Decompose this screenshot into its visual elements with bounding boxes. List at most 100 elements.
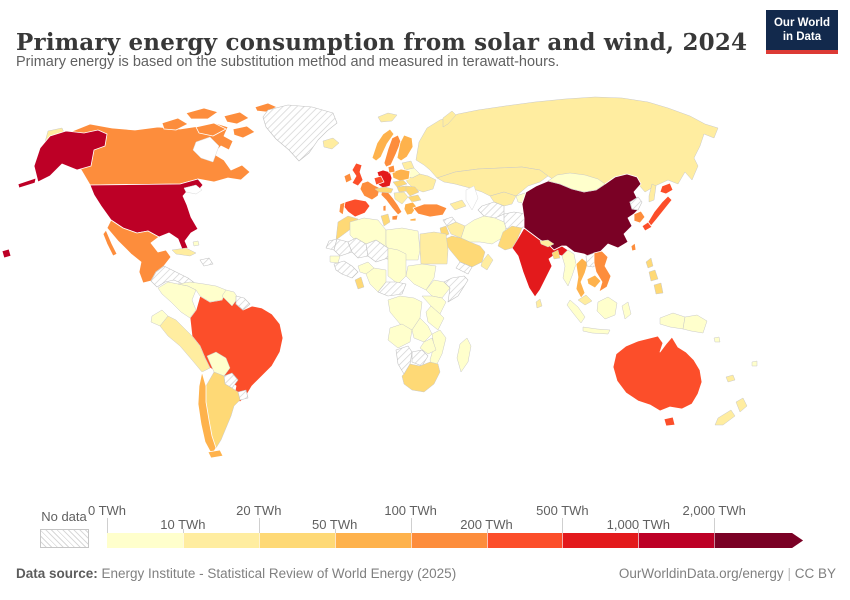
country-usa-hawaii[interactable] xyxy=(1,248,12,259)
country-nepal[interactable] xyxy=(539,239,555,248)
country-japan-honshu[interactable] xyxy=(647,195,673,227)
country-venezuela[interactable] xyxy=(177,281,227,303)
country-philippines-visayas[interactable] xyxy=(648,269,659,282)
country-philippines-mindanao[interactable] xyxy=(653,282,664,295)
country-guyana[interactable] xyxy=(221,289,239,307)
country-chad[interactable] xyxy=(387,247,407,285)
country-angola[interactable] xyxy=(387,323,413,349)
country-hispaniola[interactable] xyxy=(199,257,214,267)
country-suriname-guiana[interactable] xyxy=(235,295,251,311)
country-guinea-coast[interactable] xyxy=(333,260,359,279)
country-indonesia-java[interactable] xyxy=(582,326,611,335)
country-greenland[interactable] xyxy=(262,104,338,162)
country-new-zealand-south[interactable] xyxy=(714,409,736,426)
country-sudan[interactable] xyxy=(405,263,437,291)
country-australia-tasmania[interactable] xyxy=(663,416,676,427)
country-greece[interactable] xyxy=(403,201,418,216)
license-link[interactable]: CC BY xyxy=(794,566,836,581)
country-japan-hokkaido[interactable] xyxy=(659,182,674,195)
country-new-zealand-north[interactable] xyxy=(735,397,748,413)
country-colombia[interactable] xyxy=(157,281,197,319)
country-usa-alaska[interactable] xyxy=(33,129,108,183)
country-north-korea[interactable] xyxy=(629,196,643,211)
country-south-korea[interactable] xyxy=(633,210,646,224)
country-cambodia[interactable] xyxy=(586,274,602,289)
country-canada-island4[interactable] xyxy=(161,117,189,131)
country-italy[interactable] xyxy=(380,189,403,216)
country-svalbard[interactable] xyxy=(377,112,398,123)
country-canada-island3[interactable] xyxy=(223,111,250,125)
country-turkey[interactable] xyxy=(412,203,448,218)
country-mexico-baja[interactable] xyxy=(102,229,118,257)
country-canada-island5[interactable] xyxy=(195,122,227,137)
legend-segment-20-50 TWh[interactable] xyxy=(258,533,336,548)
country-taiwan[interactable] xyxy=(630,242,637,252)
country-france[interactable] xyxy=(359,180,381,201)
legend-segment-500-1,000 TWh[interactable] xyxy=(562,533,640,548)
country-canada-island6[interactable] xyxy=(232,125,256,139)
country-austria-switzerland[interactable] xyxy=(374,186,394,194)
country-thailand[interactable] xyxy=(575,257,589,299)
country-tunisia[interactable] xyxy=(380,213,391,227)
country-tanzania[interactable] xyxy=(425,305,445,331)
country-united-kingdom[interactable] xyxy=(351,162,364,187)
country-norway[interactable] xyxy=(371,128,395,162)
country-kazakhstan[interactable] xyxy=(436,166,549,197)
country-denmark[interactable] xyxy=(387,164,396,174)
country-turkmenistan[interactable] xyxy=(477,201,505,219)
country-netherlands-belgium[interactable] xyxy=(373,175,385,186)
country-bahamas[interactable] xyxy=(192,240,200,247)
country-bulgaria[interactable] xyxy=(407,194,422,203)
country-pakistan[interactable] xyxy=(497,225,523,251)
country-bangladesh[interactable] xyxy=(551,249,561,260)
country-philippines-luzon[interactable] xyxy=(645,257,654,269)
legend-segment-10-20 TWh[interactable] xyxy=(182,533,260,548)
country-balkans[interactable] xyxy=(393,191,409,205)
country-sri-lanka[interactable] xyxy=(535,298,543,309)
owid-link[interactable]: OurWorldinData.org/energy xyxy=(618,566,784,581)
country-indonesia-sulawesi[interactable] xyxy=(621,301,632,320)
country-vietnam[interactable] xyxy=(593,250,612,293)
country-iceland[interactable] xyxy=(322,137,340,150)
country-botswana[interactable] xyxy=(411,349,429,367)
country-russia-novaya-zemlya[interactable] xyxy=(442,110,457,128)
legend-segment-100-200 TWh[interactable] xyxy=(410,533,488,548)
country-russia-sakhalin[interactable] xyxy=(648,183,657,203)
country-usa-aleutians[interactable] xyxy=(17,177,37,189)
country-malaysia[interactable] xyxy=(577,294,593,306)
country-zimbabwe[interactable] xyxy=(419,337,437,355)
country-canada-island2[interactable] xyxy=(185,107,219,120)
country-papua-new-guinea[interactable] xyxy=(682,314,708,334)
country-new-caledonia[interactable] xyxy=(725,374,736,383)
legend-no-data-swatch[interactable] xyxy=(40,529,89,548)
legend-segment-1,000-2,000 TWh[interactable] xyxy=(638,533,716,548)
country-poland[interactable] xyxy=(391,168,411,182)
legend-segment-50-100 TWh[interactable] xyxy=(334,533,412,548)
country-spain[interactable] xyxy=(343,198,371,218)
country-iran[interactable] xyxy=(460,215,507,245)
country-saudi-arabia[interactable] xyxy=(442,235,486,268)
country-italy-sicily[interactable] xyxy=(391,214,399,221)
country-solomon-islands[interactable] xyxy=(713,336,721,343)
country-finland[interactable] xyxy=(396,134,414,162)
country-oman[interactable] xyxy=(480,253,494,271)
country-indonesia-borneo[interactable] xyxy=(596,296,618,320)
country-myanmar[interactable] xyxy=(561,249,577,287)
country-romania[interactable] xyxy=(405,185,420,197)
country-australia[interactable] xyxy=(612,335,703,412)
country-egypt[interactable] xyxy=(419,231,449,265)
country-somalia[interactable] xyxy=(443,275,469,303)
country-fiji[interactable] xyxy=(751,360,758,367)
owid-logo[interactable]: Our World in Data xyxy=(765,10,838,54)
country-mexico[interactable] xyxy=(106,219,172,284)
country-ireland[interactable] xyxy=(343,172,353,184)
legend-segment-2,000+ TWh[interactable] xyxy=(714,533,803,548)
country-chile-tierra[interactable] xyxy=(207,449,224,459)
country-caucasus[interactable] xyxy=(449,199,467,211)
country-peru[interactable] xyxy=(159,315,211,373)
country-south-africa[interactable] xyxy=(401,361,441,393)
legend-segment-200-500 TWh[interactable] xyxy=(486,533,564,548)
country-cameroon-car[interactable] xyxy=(377,281,407,297)
country-iraq[interactable] xyxy=(446,221,466,239)
country-senegal[interactable] xyxy=(329,255,341,264)
